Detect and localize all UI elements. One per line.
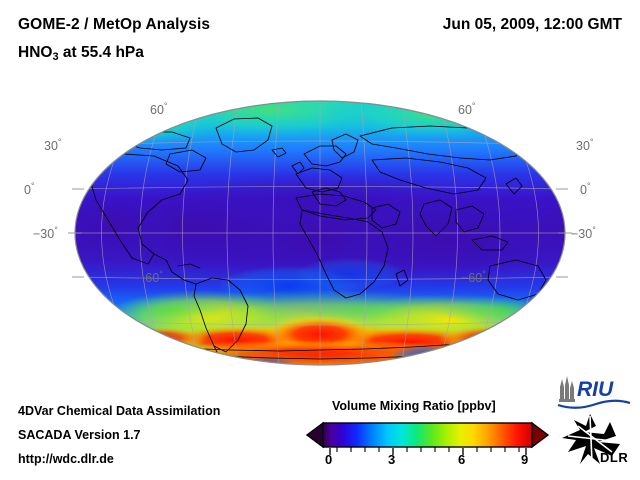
species-subscript: 3 bbox=[52, 51, 59, 63]
colorbar-gradient bbox=[322, 422, 533, 448]
footer-line-method: 4DVar Chemical Data Assimilation bbox=[18, 404, 221, 418]
footer-line-version: SACADA Version 1.7 bbox=[18, 428, 141, 442]
species-level: at 55.4 hPa bbox=[58, 44, 144, 61]
lat-label-left-0: 0° bbox=[24, 181, 35, 198]
dlr-eagle-detail bbox=[567, 415, 623, 463]
page-title: GOME-2 / MetOp Analysis bbox=[18, 16, 211, 33]
colorbar: 0 3 6 9 bbox=[305, 421, 550, 467]
dlr-wordmark: DLR bbox=[600, 450, 629, 465]
colorbar-extend-high bbox=[531, 421, 550, 449]
graticule-meridians bbox=[101, 101, 539, 365]
riu-wordmark: RIU bbox=[577, 378, 614, 401]
colorbar-svg bbox=[305, 421, 550, 455]
riu-tower-icon bbox=[559, 376, 575, 402]
colorbar-major-ticks bbox=[329, 447, 527, 455]
riu-logo: RIU bbox=[557, 376, 631, 409]
colorbar-tick-6: 6 bbox=[458, 452, 466, 467]
timestamp-label: Jun 05, 2009, 12:00 GMT bbox=[442, 16, 622, 33]
lat-label-left-30: 30° bbox=[44, 137, 62, 154]
colorbar-extend-low bbox=[305, 421, 324, 449]
mollweide-globe bbox=[68, 100, 572, 366]
lat-label-right-30: 30° bbox=[576, 137, 594, 154]
species-subtitle: HNO3 at 55.4 hPa bbox=[18, 44, 144, 63]
latitude-ticks bbox=[68, 188, 572, 278]
lat-label-right-m30: −30° bbox=[571, 225, 596, 242]
colorbar-title: Volume Mixing Ratio [ppbv] bbox=[332, 399, 496, 413]
lat-label-right-0: 0° bbox=[580, 181, 591, 198]
riu-wave-icon bbox=[557, 399, 631, 409]
colorbar-tick-9: 9 bbox=[521, 452, 529, 467]
colorbar-tick-3: 3 bbox=[388, 452, 396, 467]
colorbar-minor-ticks bbox=[336, 447, 520, 452]
lat-label-left-m30: −30° bbox=[33, 225, 58, 242]
colorbar-tick-0: 0 bbox=[325, 452, 333, 467]
lat-label-right-m60: −60° bbox=[461, 269, 486, 286]
lat-label-right-60: 60° bbox=[458, 101, 476, 118]
dlr-logo bbox=[562, 414, 623, 464]
lat-label-left-m60: −60° bbox=[138, 269, 163, 286]
lat-label-left-60: 60° bbox=[150, 101, 168, 118]
map-data-layer bbox=[75, 101, 565, 365]
species-name: HNO bbox=[18, 44, 53, 61]
footer-line-url[interactable]: http://wdc.dlr.de bbox=[18, 452, 114, 466]
map-container: 60° 30° 0° −30° −60° 60° 30° 0° −30° −60… bbox=[20, 88, 620, 378]
